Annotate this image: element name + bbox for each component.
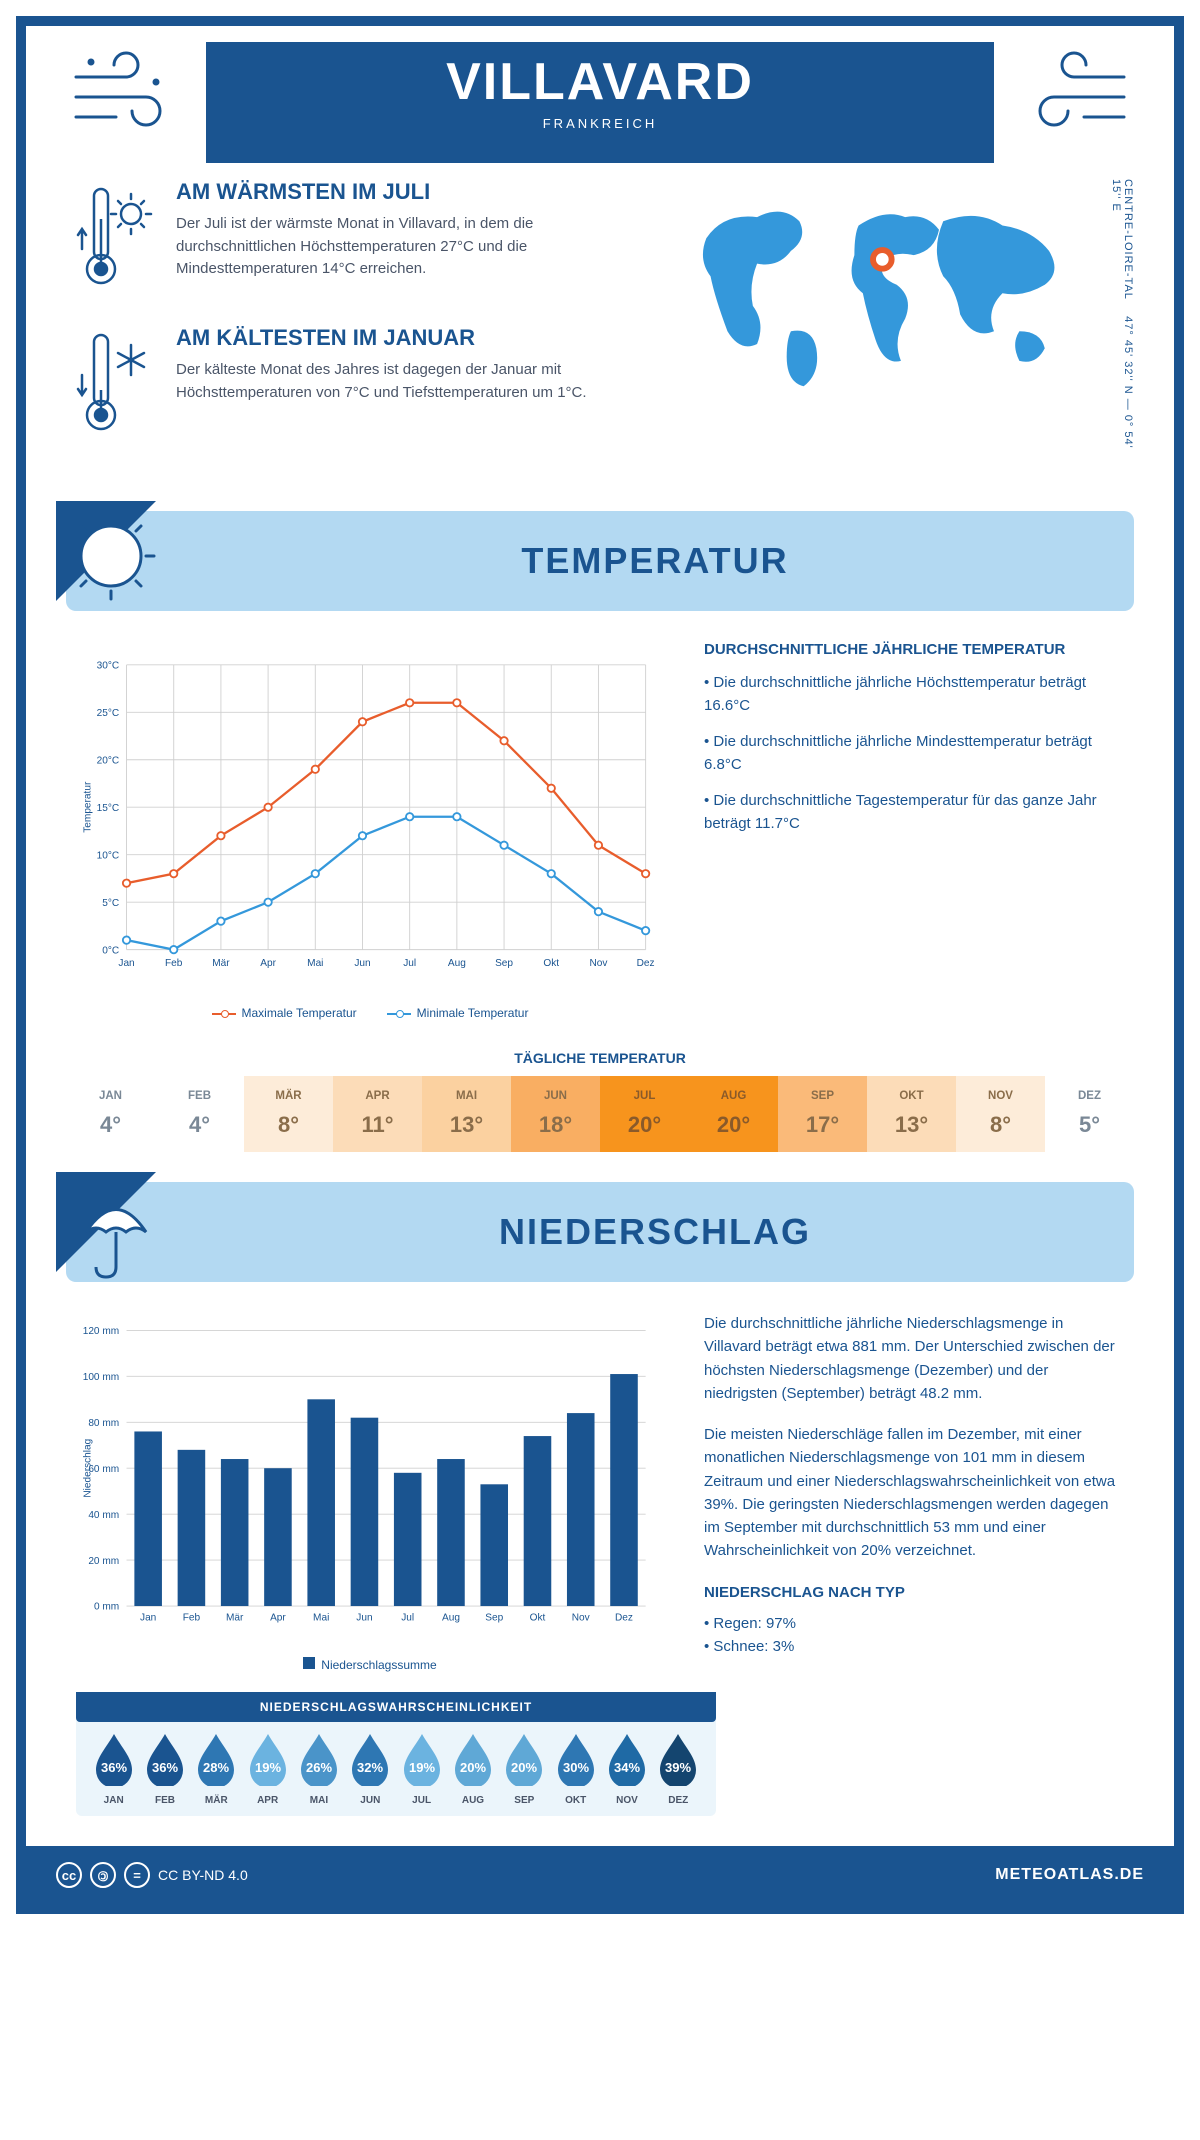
svg-text:40 mm: 40 mm: [88, 1510, 119, 1521]
svg-text:39%: 39%: [665, 1760, 691, 1775]
svg-text:Okt: Okt: [543, 958, 559, 969]
license: cc 🄯 = CC BY-ND 4.0: [56, 1862, 248, 1888]
svg-text:Nov: Nov: [589, 958, 608, 969]
svg-text:20 mm: 20 mm: [88, 1556, 119, 1567]
svg-text:0°C: 0°C: [102, 945, 119, 956]
svg-text:25°C: 25°C: [97, 708, 120, 719]
svg-text:Mär: Mär: [212, 958, 230, 969]
svg-text:Temperatur: Temperatur: [83, 781, 94, 833]
cc-icon: cc: [56, 1862, 82, 1888]
svg-text:20%: 20%: [511, 1760, 537, 1775]
svg-text:Dez: Dez: [615, 1613, 633, 1624]
fact-cold-title: AM KÄLTESTEN IM JANUAR: [176, 325, 604, 351]
svg-text:Jul: Jul: [403, 958, 416, 969]
svg-text:28%: 28%: [203, 1760, 229, 1775]
svg-text:26%: 26%: [306, 1760, 332, 1775]
sun-icon: [56, 501, 176, 621]
temperature-stats: DURCHSCHNITTLICHE JÄHRLICHE TEMPERATUR •…: [704, 641, 1124, 1020]
thermometer-cold-icon: [76, 325, 156, 445]
precip-banner: NIEDERSCHLAG: [66, 1182, 1134, 1282]
svg-text:10°C: 10°C: [97, 850, 120, 861]
country-name: FRANKREICH: [206, 116, 994, 131]
svg-text:Aug: Aug: [448, 958, 466, 969]
coordinates: CENTRE-LOIRE-TAL 47° 45' 32'' N — 0° 54'…: [1110, 179, 1134, 471]
wind-icon-right: [1014, 42, 1134, 142]
svg-text:Jul: Jul: [401, 1613, 414, 1624]
svg-text:Apr: Apr: [270, 1613, 286, 1624]
svg-text:Mär: Mär: [226, 1613, 244, 1624]
svg-text:Jun: Jun: [356, 1613, 372, 1624]
wind-icon-left: [66, 42, 186, 142]
svg-text:Jan: Jan: [140, 1613, 156, 1624]
daily-temp-title: TÄGLICHE TEMPERATUR: [26, 1050, 1174, 1066]
svg-text:20%: 20%: [460, 1760, 486, 1775]
svg-text:Feb: Feb: [183, 1613, 201, 1624]
svg-text:30%: 30%: [563, 1760, 589, 1775]
svg-text:80 mm: 80 mm: [88, 1418, 119, 1429]
fact-cold-text: Der kälteste Monat des Jahres ist dagege…: [176, 359, 604, 404]
fact-warm-title: AM WÄRMSTEN IM JULI: [176, 179, 604, 205]
precip-bar-chart: 0 mm20 mm40 mm60 mm80 mm100 mm120 mmJanF…: [76, 1312, 664, 1672]
fact-warmest: AM WÄRMSTEN IM JULI Der Juli ist der wär…: [76, 179, 604, 299]
svg-text:36%: 36%: [152, 1760, 178, 1775]
precip-text: Die durchschnittliche jährliche Niedersc…: [704, 1312, 1124, 1672]
temperature-line-chart: 0°C 5°C 10°C 15°C 20°C 25°C 30°C Jan Feb Mär Apr Ma…: [76, 641, 664, 1020]
city-name: VILLAVARD: [206, 52, 994, 112]
by-icon: 🄯: [90, 1862, 116, 1888]
svg-text:5°C: 5°C: [102, 898, 119, 909]
world-map: [644, 179, 1124, 404]
svg-text:Sep: Sep: [495, 958, 513, 969]
temp-title: TEMPERATUR: [176, 540, 1134, 582]
svg-text:Okt: Okt: [530, 1613, 546, 1624]
brand: METEOATLAS.DE: [995, 1866, 1144, 1884]
svg-text:120 mm: 120 mm: [83, 1326, 119, 1337]
svg-text:Jan: Jan: [118, 958, 134, 969]
temperature-banner: TEMPERATUR: [66, 511, 1134, 611]
svg-text:Mai: Mai: [307, 958, 323, 969]
svg-text:34%: 34%: [614, 1760, 640, 1775]
svg-text:Mai: Mai: [313, 1613, 329, 1624]
nd-icon: =: [124, 1862, 150, 1888]
svg-text:32%: 32%: [357, 1760, 383, 1775]
svg-text:Niederschlag: Niederschlag: [83, 1439, 94, 1498]
svg-text:30°C: 30°C: [97, 660, 120, 671]
footer: cc 🄯 = CC BY-ND 4.0 METEOATLAS.DE: [26, 1846, 1174, 1904]
svg-text:Aug: Aug: [442, 1613, 460, 1624]
thermometer-hot-icon: [76, 179, 156, 299]
svg-text:Apr: Apr: [260, 958, 276, 969]
svg-text:19%: 19%: [409, 1760, 435, 1775]
title-ribbon: VILLAVARD FRANKREICH: [206, 42, 994, 149]
fact-coldest: AM KÄLTESTEN IM JANUAR Der kälteste Mona…: [76, 325, 604, 445]
daily-temp-row: JAN4°FEB4°MÄR8°APR11°MAI13°JUN18°JUL20°A…: [66, 1076, 1134, 1152]
svg-text:36%: 36%: [101, 1760, 127, 1775]
svg-text:Feb: Feb: [165, 958, 183, 969]
svg-text:0 mm: 0 mm: [94, 1602, 119, 1613]
svg-text:Jun: Jun: [354, 958, 370, 969]
fact-warm-text: Der Juli ist der wärmste Monat in Villav…: [176, 213, 604, 281]
svg-text:20°C: 20°C: [97, 755, 120, 766]
umbrella-icon: [56, 1172, 176, 1292]
precip-title: NIEDERSCHLAG: [176, 1211, 1134, 1253]
svg-text:15°C: 15°C: [97, 803, 120, 814]
svg-text:19%: 19%: [255, 1760, 281, 1775]
svg-text:Nov: Nov: [572, 1613, 591, 1624]
svg-text:100 mm: 100 mm: [83, 1372, 119, 1383]
header: VILLAVARD FRANKREICH: [26, 26, 1174, 149]
svg-text:Sep: Sep: [485, 1613, 503, 1624]
svg-text:Dez: Dez: [637, 958, 655, 969]
precip-probability: NIEDERSCHLAGSWAHRSCHEINLICHKEIT 36%JAN36…: [76, 1692, 716, 1816]
